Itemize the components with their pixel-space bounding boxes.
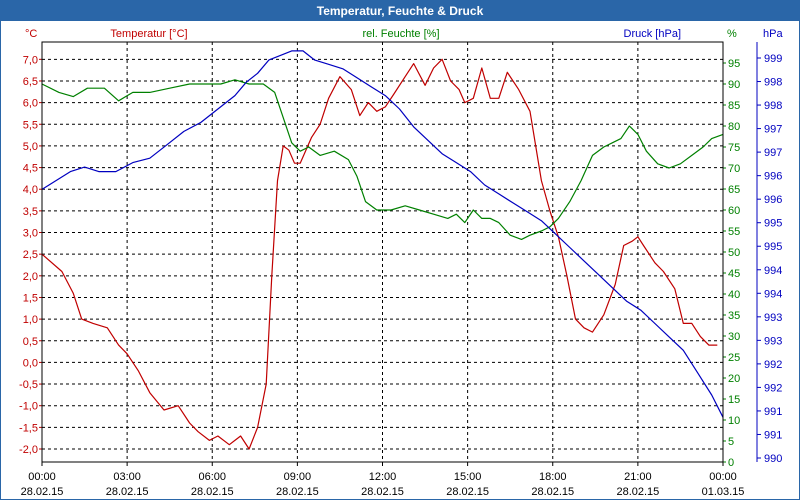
humidity-tick-label: 75 [728,142,740,154]
time-tick-label: 18:00 [539,471,567,483]
humidity-tick-label: 60 [728,205,740,217]
temperature-line [41,58,718,450]
date-tick-label: 28.02.15 [361,486,404,498]
time-tick-label: 06:00 [198,471,226,483]
axis-header-labels: °C Temperatur [°C] rel. Feuchte [%] Druck [… [25,28,783,40]
temperature-axis: 7,0 6,5 6,0 5,5 5,0 4,5 4,0 3,5 3,0 2,5 2,0 1,5 1,0 0… [19,54,42,456]
temperature-tick-label: -0,5 [19,379,38,391]
humidity-tick-label: 15 [728,394,740,406]
pressure-tick-label: 998 [764,77,782,89]
humidity-unit-label: % [727,28,737,40]
grid [42,42,723,462]
series-layer [41,50,724,450]
pressure-tick-label: 999 [764,53,782,65]
humidity-tick-label: 0 [728,457,734,469]
date-tick-label: 28.02.15 [106,486,149,498]
date-tick-label: 28.02.15 [616,486,659,498]
time-tick-label: 21:00 [624,471,652,483]
temperature-tick-label: 3,5 [23,206,38,218]
pressure-tick-label: 994 [764,265,782,277]
temperature-tick-label: 1,5 [23,292,38,304]
time-tick-label: 15:00 [454,471,482,483]
pressure-unit-label: hPa [763,28,783,40]
chart-title: Temperatur, Feuchte & Druck [1,1,799,21]
temperature-unit-label: °C [25,28,37,40]
time-tick-label: 12:00 [369,471,397,483]
date-tick-label: 28.02.15 [191,486,234,498]
humidity-tick-label: 5 [728,436,734,448]
time-tick-label: 00:00 [709,471,737,483]
date-tick-label: 28.02.15 [446,486,489,498]
pressure-tick-label: 996 [764,194,782,206]
temperature-series-label: Temperatur [°C] [110,28,187,40]
temperature-tick-label: 6,0 [23,98,38,110]
temperature-tick-label: 4,0 [23,184,38,196]
pressure-tick-label: 991 [764,429,782,441]
temperature-tick-label: 2,5 [23,249,38,261]
temperature-tick-label: -1,0 [19,401,38,413]
humidity-tick-label: 45 [728,268,740,280]
humidity-line [41,79,724,240]
humidity-tick-label: 20 [728,373,740,385]
time-tick-label: 00:00 [28,471,56,483]
pressure-tick-label: 997 [764,124,782,136]
temperature-tick-label: -2,0 [19,444,38,456]
date-tick-label: 28.02.15 [531,486,574,498]
pressure-tick-label: 993 [764,312,782,324]
pressure-tick-label: 995 [764,218,782,230]
date-tick-label: 01.03.15 [702,486,745,498]
pressure-tick-label: 997 [764,147,782,159]
date-tick-label: 28.02.15 [21,486,64,498]
humidity-tick-label: 80 [728,121,740,133]
humidity-tick-label: 85 [728,100,740,112]
humidity-tick-label: 30 [728,331,740,343]
temperature-tick-label: 5,0 [23,141,38,153]
temperature-tick-label: 1,0 [23,314,38,326]
humidity-tick-label: 40 [728,289,740,301]
pressure-tick-label: 991 [764,406,782,418]
time-tick-label: 03:00 [113,471,141,483]
time-axis: 00:00 28.02.15 03:00 28.02.15 06:00 28.02.15 0… [21,462,745,498]
pressure-tick-label: 996 [764,171,782,183]
humidity-tick-label: 35 [728,310,740,322]
pressure-axis: 999 998 998 997 997 996 996 995 995 994 994 993 993 9… [756,42,782,465]
date-tick-label: 28.02.15 [276,486,319,498]
temperature-tick-label: 5,5 [23,119,38,131]
temperature-tick-label: 0,5 [23,336,38,348]
pressure-line [41,50,724,418]
pressure-tick-label: 995 [764,241,782,253]
humidity-tick-label: 50 [728,247,740,259]
pressure-tick-label: 998 [764,100,782,112]
temperature-tick-label: 7,0 [23,54,38,66]
temperature-tick-label: 0,0 [23,357,38,369]
humidity-tick-label: 90 [728,79,740,91]
pressure-tick-label: 994 [764,288,782,300]
humidity-series-label: rel. Feuchte [%] [362,28,439,40]
pressure-tick-label: 992 [764,382,782,394]
temperature-tick-label: 6,5 [23,76,38,88]
plot-border [41,41,724,463]
humidity-tick-label: 55 [728,226,740,238]
pressure-tick-label: 993 [764,335,782,347]
time-tick-label: 09:00 [284,471,312,483]
temperature-tick-label: 2,0 [23,271,38,283]
humidity-tick-label: 95 [728,58,740,70]
pressure-tick-label: 990 [764,453,782,465]
pressure-tick-label: 992 [764,359,782,371]
temperature-tick-label: -1,5 [19,422,38,434]
humidity-tick-label: 25 [728,352,740,364]
humidity-tick-label: 65 [728,184,740,196]
humidity-tick-label: 10 [728,415,740,427]
temperature-tick-label: 4,5 [23,163,38,175]
pressure-series-label: Druck [hPa] [624,28,681,40]
temperature-tick-label: 3,0 [23,228,38,240]
humidity-tick-label: 70 [728,163,740,175]
